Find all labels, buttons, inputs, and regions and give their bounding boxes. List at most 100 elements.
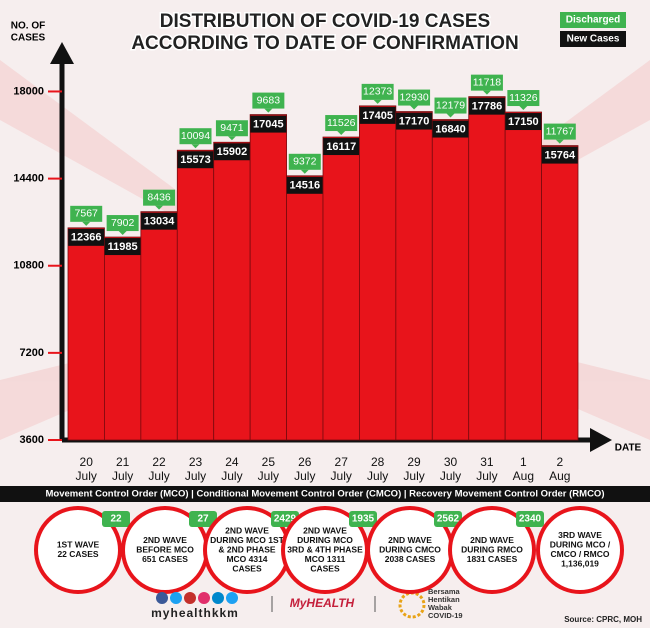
bar xyxy=(67,227,105,441)
bar xyxy=(395,111,433,441)
discharged-pointer xyxy=(410,105,419,110)
wave-text: DURING MCO / xyxy=(550,540,611,550)
discharged-label-box xyxy=(288,153,321,170)
discharged-label: 9683 xyxy=(257,94,281,106)
x-tick-label: 21 July xyxy=(111,455,134,483)
new-cases-label: 17045 xyxy=(253,118,284,130)
wave-text: 2ND WAVE xyxy=(388,535,432,545)
bar xyxy=(286,175,324,441)
legend-label: New Cases xyxy=(567,34,620,45)
wave-circle xyxy=(285,510,365,590)
wave-text: 2038 CASES xyxy=(385,554,436,564)
discharged-pointer xyxy=(519,106,528,111)
wave-text: MCO 1311 xyxy=(305,554,346,564)
y-tick-label: 10800 xyxy=(13,260,44,272)
wave-text: CASES xyxy=(232,563,262,573)
new-cases-label: 14516 xyxy=(289,180,320,192)
wave-text: CMCO / RMCO xyxy=(550,549,609,559)
wave-circle xyxy=(207,510,287,590)
new-cases-label: 15573 xyxy=(180,154,211,166)
x-tick-label: 2 Aug xyxy=(549,455,571,483)
wave-text: 22 CASES xyxy=(57,549,98,559)
bar xyxy=(431,119,470,441)
new-cases-label-box xyxy=(213,143,250,161)
new-cases-label: 12366 xyxy=(71,232,102,244)
wave-text: DURING RMCO xyxy=(461,544,523,554)
discharged-label-box xyxy=(215,120,248,137)
y-tick-label: 7200 xyxy=(20,347,44,359)
wave-badge-text: 2340 xyxy=(519,514,542,525)
x-tick-label: 28 July xyxy=(366,455,389,483)
discharged-pointer xyxy=(337,131,346,136)
new-cases-label: 17150 xyxy=(508,116,539,128)
legend-swatch xyxy=(560,12,626,28)
discharged-pointer xyxy=(227,136,236,141)
wave-badge-text: 2562 xyxy=(437,514,460,525)
discharged-label: 8436 xyxy=(147,191,171,203)
y-tick-label: 18000 xyxy=(13,85,44,97)
wave-badge xyxy=(516,511,544,527)
new-cases-label: 11985 xyxy=(108,241,138,253)
wave-badge xyxy=(434,511,462,527)
bar xyxy=(322,136,360,441)
discharged-label-box xyxy=(434,97,467,114)
wave-text: DURING CMCO xyxy=(379,544,441,554)
footer-logo: MyHEALTH xyxy=(290,596,355,610)
new-cases-label: 17405 xyxy=(362,110,393,122)
wave-text: 1ST WAVE xyxy=(57,540,100,550)
social-icon xyxy=(226,592,238,604)
source: Source: CPRC, MOH xyxy=(564,615,642,624)
chart-title: DISTRIBUTION OF COVID-19 CASES xyxy=(160,11,490,32)
bar xyxy=(504,111,542,441)
wave-badge xyxy=(189,511,217,527)
x-tick-label: 22 July xyxy=(148,455,170,483)
discharged-label: 9372 xyxy=(293,156,317,168)
social-icon xyxy=(184,592,196,604)
new-cases-label-box xyxy=(396,112,433,130)
wave-circle xyxy=(370,510,450,590)
footer-handle: myhealthkkm xyxy=(151,606,239,620)
new-cases-label: 16840 xyxy=(435,123,466,135)
wave-badge xyxy=(102,511,130,527)
bar xyxy=(104,236,142,441)
discharged-label: 11326 xyxy=(509,92,538,104)
new-cases-label-box xyxy=(250,115,287,133)
discharged-label-box xyxy=(179,128,212,145)
new-cases-label: 17786 xyxy=(472,101,503,113)
wave-circle xyxy=(452,510,532,590)
wave-badge-text: 27 xyxy=(197,514,209,525)
new-cases-label-box xyxy=(104,238,141,256)
x-tick-label: 27 July xyxy=(330,455,352,483)
chart-title: ACCORDING TO DATE OF CONFIRMATION xyxy=(131,33,518,54)
y-tick-label: 3600 xyxy=(20,434,44,446)
discharged-label-box xyxy=(507,90,540,107)
discharged-label: 12930 xyxy=(399,91,428,103)
wave-text: 1831 CASES xyxy=(467,554,518,564)
discharged-pointer xyxy=(118,231,127,236)
x-arrow xyxy=(590,428,612,452)
discharged-label: 7567 xyxy=(75,208,99,220)
discharged-label-box xyxy=(325,115,358,132)
discharged-label-box xyxy=(361,83,394,100)
x-tick-label: 29 July xyxy=(403,455,425,483)
new-cases-label-box xyxy=(541,146,578,164)
wave-badge xyxy=(349,511,377,527)
new-cases-label: 16117 xyxy=(326,141,356,153)
wave-text: 2ND WAVE xyxy=(225,525,269,535)
discharged-label-box xyxy=(470,74,503,91)
bar xyxy=(541,145,579,441)
campaign-icon xyxy=(398,591,426,619)
new-cases-label: 17170 xyxy=(399,115,430,127)
new-cases-label-box xyxy=(286,176,323,194)
new-cases-label-box xyxy=(468,97,505,115)
discharged-pointer xyxy=(446,113,455,118)
discharged-pointer xyxy=(555,139,564,144)
new-cases-label-box xyxy=(505,113,542,131)
x-tick-label: 26 July xyxy=(294,455,316,483)
social-icon xyxy=(156,592,168,604)
x-tick-label: 23 July xyxy=(184,455,207,483)
discharged-label: 9471 xyxy=(220,122,244,134)
discharged-label: 12373 xyxy=(363,86,392,98)
